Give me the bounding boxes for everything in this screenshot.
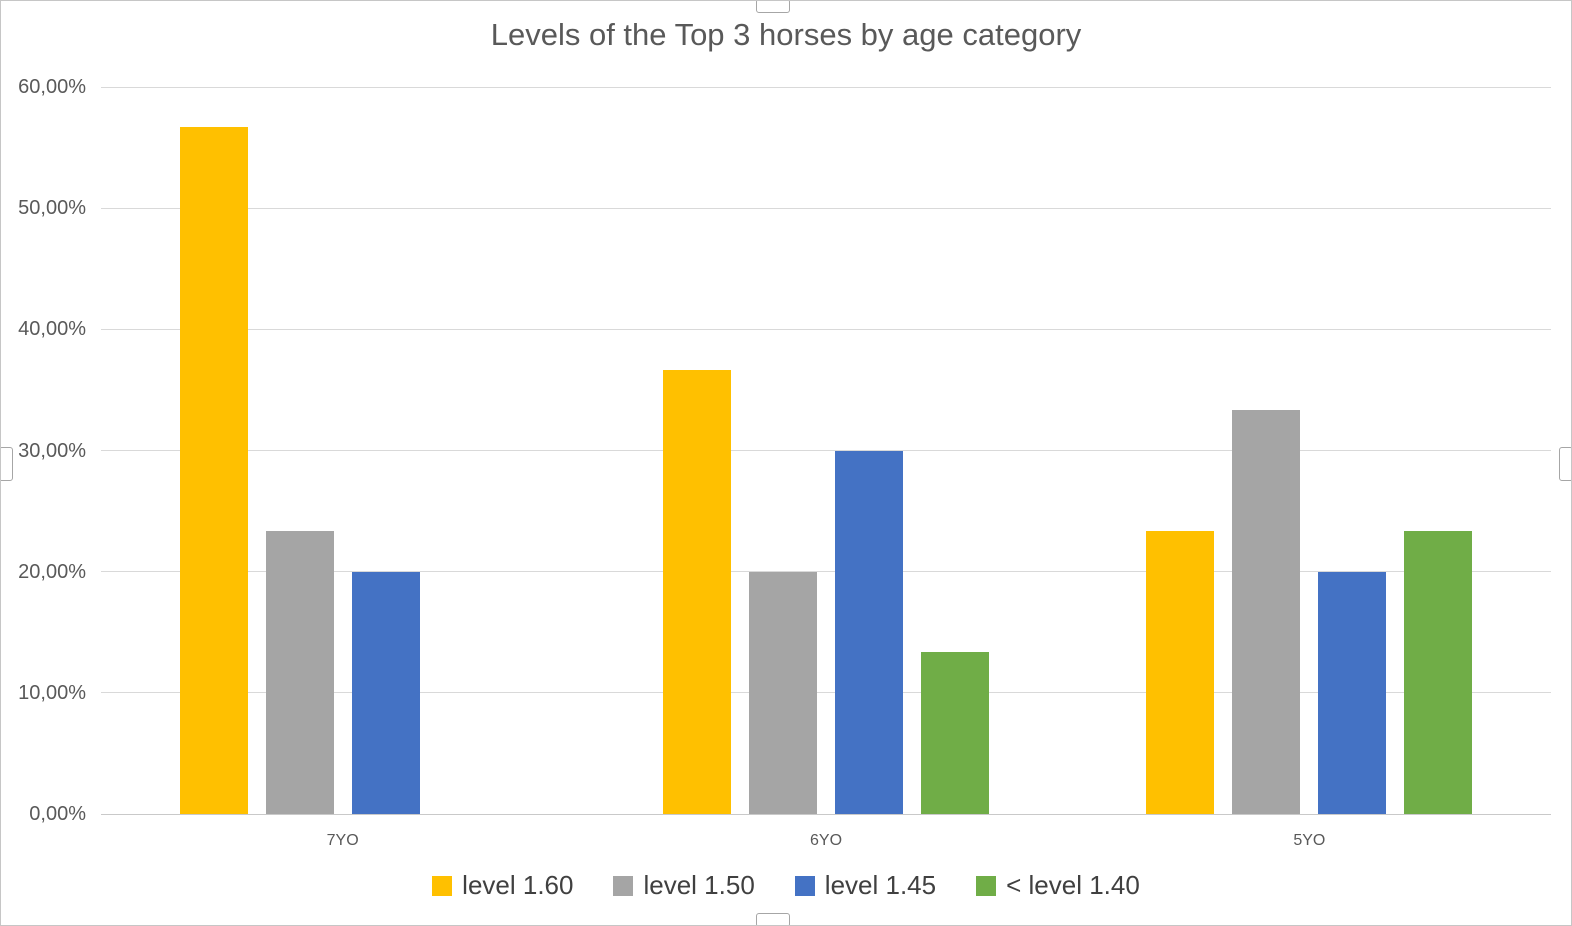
gridline (101, 692, 1551, 694)
resize-handle-bottom[interactable] (756, 913, 790, 925)
bar-level-1-50-6yo[interactable] (749, 571, 817, 814)
legend-label: level 1.60 (462, 870, 574, 900)
legend-item-level-1-60[interactable]: level 1.60 (432, 870, 573, 901)
y-axis-tick-label: 40,00% (18, 318, 86, 341)
bar-level-1-50-7yo[interactable] (266, 531, 334, 814)
y-axis-tick-label: 10,00% (18, 681, 86, 704)
y-axis-tick-label: 20,00% (18, 560, 86, 583)
y-axis-tick-label: 0,00% (29, 803, 86, 825)
x-axis-line (101, 813, 1551, 815)
legend-swatch-icon (794, 875, 815, 896)
gridline (101, 328, 1551, 330)
legend-item-level-1-45[interactable]: level 1.45 (794, 870, 937, 901)
bar-level-1-40-6yo[interactable] (921, 652, 989, 814)
bar-level-1-60-6yo[interactable] (663, 369, 731, 814)
y-axis-tick-label: 30,00% (18, 439, 86, 462)
resize-handle-right[interactable] (1559, 447, 1571, 481)
legend-swatch-icon (432, 875, 453, 896)
legend-swatch-icon (976, 875, 997, 896)
x-axis-category-label: 7YO (326, 832, 359, 849)
bar-level-1-45-7yo[interactable] (352, 571, 420, 814)
gridline (101, 207, 1551, 209)
legend-swatch-icon (613, 875, 634, 896)
x-axis-category-label: 5YO (1293, 832, 1326, 849)
bar-level-1-45-5yo[interactable] (1318, 571, 1386, 814)
y-axis-tick-label: 50,00% (18, 197, 86, 220)
bar-level-1-60-7yo[interactable] (180, 127, 248, 814)
chart-title[interactable]: Levels of the Top 3 horses by age catego… (490, 17, 1082, 52)
x-axis-category-label: 6YO (809, 832, 843, 849)
legend-item-level-1-40[interactable]: < level 1.40 (976, 870, 1140, 901)
legend-label: level 1.50 (643, 870, 755, 900)
bar-level-1-60-5yo[interactable] (1146, 531, 1214, 814)
resize-handle-left[interactable] (1, 447, 13, 481)
gridline (101, 450, 1551, 451)
y-axis-tick-label: 60,00% (18, 76, 86, 98)
bar-level-1-40-5yo[interactable] (1404, 531, 1472, 814)
legend-label: level 1.45 (824, 870, 937, 900)
resize-handle-top[interactable] (756, 1, 790, 13)
legend-label: < level 1.40 (1006, 870, 1140, 900)
bar-level-1-50-5yo[interactable] (1232, 410, 1300, 814)
bar-level-1-45-6yo[interactable] (835, 450, 903, 814)
legend-item-level-1-50[interactable]: level 1.50 (613, 870, 755, 901)
legend: level 1.60 level 1.50 level 1.45 < level 1.… (1, 870, 1571, 901)
gridline (101, 571, 1551, 573)
gridline (101, 86, 1551, 88)
